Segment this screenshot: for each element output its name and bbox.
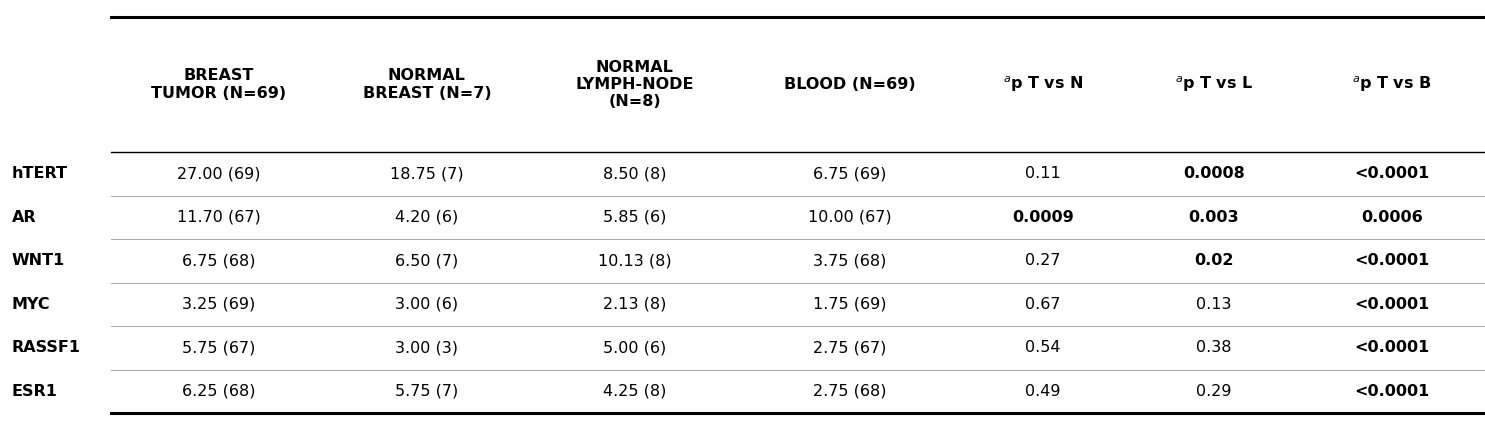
Text: 4.25 (8): 4.25 (8)	[603, 384, 667, 399]
Text: 0.0009: 0.0009	[1013, 210, 1074, 225]
Text: 0.003: 0.003	[1188, 210, 1240, 225]
Text: 0.0008: 0.0008	[1184, 166, 1244, 181]
Text: 0.49: 0.49	[1026, 384, 1060, 399]
Text: 4.20 (6): 4.20 (6)	[395, 210, 459, 225]
Text: <0.0001: <0.0001	[1354, 253, 1430, 268]
Text: 5.85 (6): 5.85 (6)	[603, 210, 667, 225]
Text: BLOOD (N=69): BLOOD (N=69)	[784, 77, 916, 92]
Text: 2.13 (8): 2.13 (8)	[603, 297, 667, 312]
Text: RASSF1: RASSF1	[12, 340, 80, 355]
Text: 0.27: 0.27	[1026, 253, 1060, 268]
Text: 10.13 (8): 10.13 (8)	[598, 253, 671, 268]
Text: NORMAL
BREAST (N=7): NORMAL BREAST (N=7)	[362, 68, 492, 101]
Text: 0.13: 0.13	[1197, 297, 1231, 312]
Text: 0.54: 0.54	[1026, 340, 1060, 355]
Text: 0.38: 0.38	[1197, 340, 1231, 355]
Text: 0.0006: 0.0006	[1362, 210, 1423, 225]
Text: <0.0001: <0.0001	[1354, 297, 1430, 312]
Text: 10.00 (67): 10.00 (67)	[808, 210, 892, 225]
Text: 3.00 (6): 3.00 (6)	[395, 297, 459, 312]
Text: WNT1: WNT1	[12, 253, 65, 268]
Text: 11.70 (67): 11.70 (67)	[177, 210, 261, 225]
Text: 5.00 (6): 5.00 (6)	[603, 340, 667, 355]
Text: 6.50 (7): 6.50 (7)	[395, 253, 459, 268]
Text: hTERT: hTERT	[12, 166, 68, 181]
Text: $^{a}$p T vs B: $^{a}$p T vs B	[1353, 75, 1432, 94]
Text: $^{a}$p T vs L: $^{a}$p T vs L	[1175, 75, 1253, 94]
Text: 0.11: 0.11	[1025, 166, 1062, 181]
Text: MYC: MYC	[12, 297, 50, 312]
Text: <0.0001: <0.0001	[1354, 340, 1430, 355]
Text: 2.75 (68): 2.75 (68)	[814, 384, 887, 399]
Text: NORMAL
LYMPH-NODE
(N=8): NORMAL LYMPH-NODE (N=8)	[576, 60, 693, 109]
Text: ESR1: ESR1	[12, 384, 58, 399]
Text: 0.02: 0.02	[1194, 253, 1234, 268]
Text: 5.75 (67): 5.75 (67)	[183, 340, 255, 355]
Text: 2.75 (67): 2.75 (67)	[814, 340, 887, 355]
Text: 27.00 (69): 27.00 (69)	[177, 166, 261, 181]
Text: <0.0001: <0.0001	[1354, 166, 1430, 181]
Text: 8.50 (8): 8.50 (8)	[603, 166, 667, 181]
Text: 0.29: 0.29	[1197, 384, 1231, 399]
Text: 6.75 (68): 6.75 (68)	[183, 253, 255, 268]
Text: 6.25 (68): 6.25 (68)	[183, 384, 255, 399]
Text: 18.75 (7): 18.75 (7)	[391, 166, 463, 181]
Text: 1.75 (69): 1.75 (69)	[814, 297, 887, 312]
Text: 0.67: 0.67	[1026, 297, 1060, 312]
Text: BREAST
TUMOR (N=69): BREAST TUMOR (N=69)	[151, 68, 287, 101]
Text: 6.75 (69): 6.75 (69)	[814, 166, 887, 181]
Text: 3.75 (68): 3.75 (68)	[814, 253, 887, 268]
Text: $^{a}$p T vs N: $^{a}$p T vs N	[1002, 75, 1084, 94]
Text: <0.0001: <0.0001	[1354, 384, 1430, 399]
Text: 5.75 (7): 5.75 (7)	[395, 384, 459, 399]
Text: 3.00 (3): 3.00 (3)	[395, 340, 459, 355]
Text: AR: AR	[12, 210, 37, 225]
Text: 3.25 (69): 3.25 (69)	[183, 297, 255, 312]
